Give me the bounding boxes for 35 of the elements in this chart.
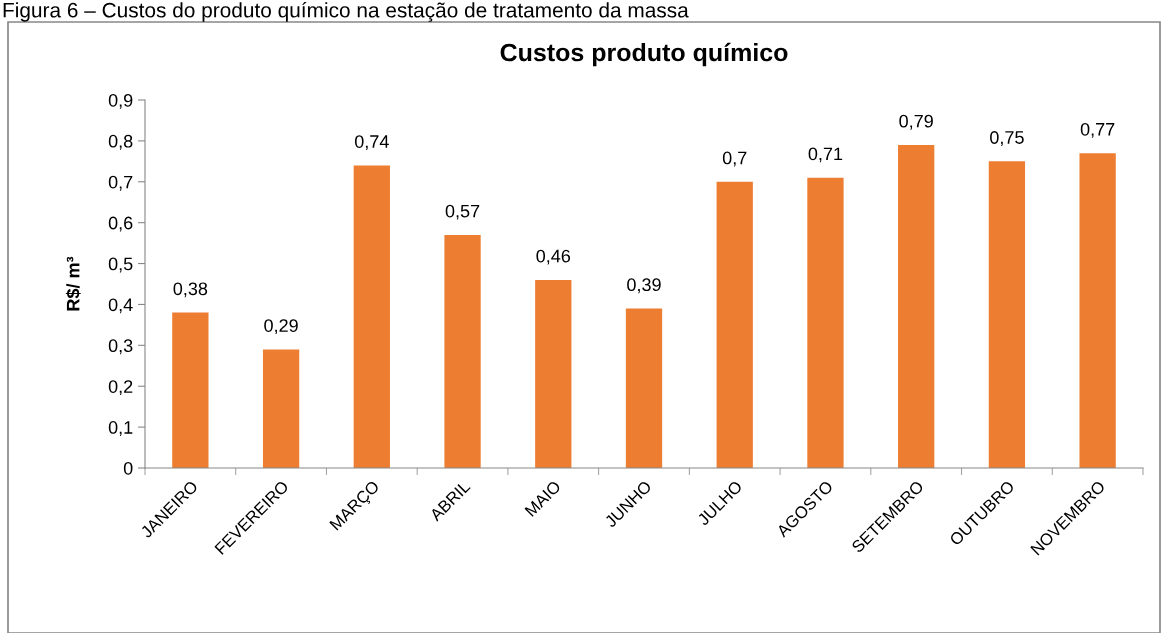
y-tick-label: 0 (123, 461, 133, 475)
y-tick-label: 0,3 (108, 339, 133, 355)
y-tick-label: 0,6 (108, 216, 133, 232)
y-tick-label: 0,9 (108, 93, 133, 109)
bar (353, 165, 390, 468)
bar (172, 312, 209, 468)
data-label: 0,74 (354, 135, 389, 151)
y-tick-label: 0,1 (108, 421, 133, 436)
y-tick-label: 0,2 (108, 380, 133, 396)
data-label: 0,77 (1080, 122, 1115, 138)
y-tick-label: 0,4 (108, 298, 133, 314)
data-label: 0,39 (627, 278, 661, 294)
bar (535, 279, 572, 468)
bar (444, 234, 481, 468)
data-label: 0,7 (722, 151, 747, 167)
data-label: 0,38 (173, 282, 208, 298)
data-label: 0,71 (808, 147, 843, 163)
data-label: 0,29 (264, 319, 298, 335)
bar (807, 177, 844, 468)
y-axis-title: R$/ m³ (65, 256, 81, 311)
bar (988, 161, 1026, 468)
data-label: 0,57 (445, 204, 480, 220)
chart-title: Custos produto químico (500, 42, 788, 67)
y-tick-label: 0,8 (108, 134, 133, 150)
bar (898, 144, 935, 468)
data-label: 0,75 (990, 131, 1024, 147)
data-label: 0,79 (899, 114, 933, 130)
bar (625, 308, 663, 468)
bar (1079, 153, 1116, 468)
text: Figura 6 – Custos do produto químico na estação de tratamento da massa (3, 2, 689, 22)
y-tick-label: 0,7 (108, 175, 133, 191)
bar (716, 181, 753, 468)
y-tick-label: 0,5 (108, 257, 133, 273)
data-label: 0,46 (536, 249, 571, 265)
bar (262, 349, 300, 468)
